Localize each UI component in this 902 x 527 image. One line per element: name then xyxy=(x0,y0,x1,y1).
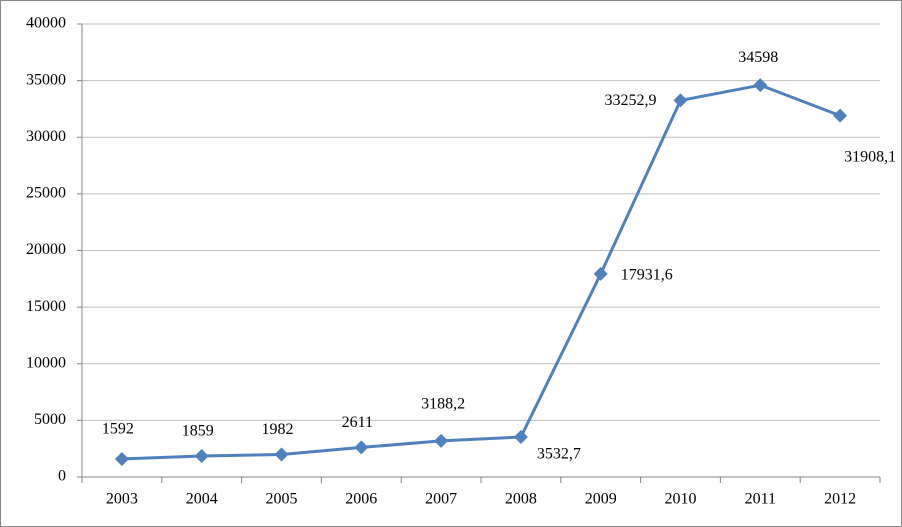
data-label: 1859 xyxy=(182,423,214,440)
data-label: 3188,2 xyxy=(421,396,465,413)
x-tick-label: 2004 xyxy=(186,491,218,508)
data-label: 1592 xyxy=(102,421,134,438)
x-tick-label: 2003 xyxy=(106,491,138,508)
x-tick-label: 2012 xyxy=(824,491,856,508)
y-tick-label: 25000 xyxy=(26,185,66,202)
x-tick-label: 2011 xyxy=(745,491,776,508)
data-label: 17931,6 xyxy=(621,267,673,284)
marker xyxy=(753,78,768,93)
data-label: 34598 xyxy=(738,49,778,66)
y-tick-label: 15000 xyxy=(26,298,66,315)
y-tick-label: 10000 xyxy=(26,354,66,371)
data-label: 33252,9 xyxy=(605,92,657,109)
data-label: 1982 xyxy=(262,421,294,438)
marker xyxy=(274,447,289,462)
marker xyxy=(833,108,848,123)
marker xyxy=(513,429,528,444)
y-tick-label: 35000 xyxy=(26,71,66,88)
y-tick-label: 40000 xyxy=(26,15,66,32)
y-tick-label: 0 xyxy=(58,468,66,485)
y-tick-label: 20000 xyxy=(26,241,66,258)
x-tick-label: 2010 xyxy=(665,491,697,508)
x-tick-label: 2009 xyxy=(585,491,617,508)
data-label: 3532,7 xyxy=(537,446,581,463)
y-tick-label: 30000 xyxy=(26,128,66,145)
marker xyxy=(114,451,129,466)
y-tick-label: 5000 xyxy=(34,411,66,428)
marker xyxy=(593,266,608,281)
marker xyxy=(434,433,449,448)
x-tick-label: 2008 xyxy=(505,491,537,508)
x-tick-label: 2005 xyxy=(266,491,298,508)
x-tick-label: 2006 xyxy=(345,491,377,508)
data-label: 2611 xyxy=(342,414,373,431)
marker xyxy=(673,93,688,108)
x-tick-label: 2007 xyxy=(425,491,457,508)
data-label: 31908,1 xyxy=(844,148,896,165)
line xyxy=(121,83,841,461)
marker xyxy=(194,448,209,463)
marker xyxy=(354,440,369,455)
